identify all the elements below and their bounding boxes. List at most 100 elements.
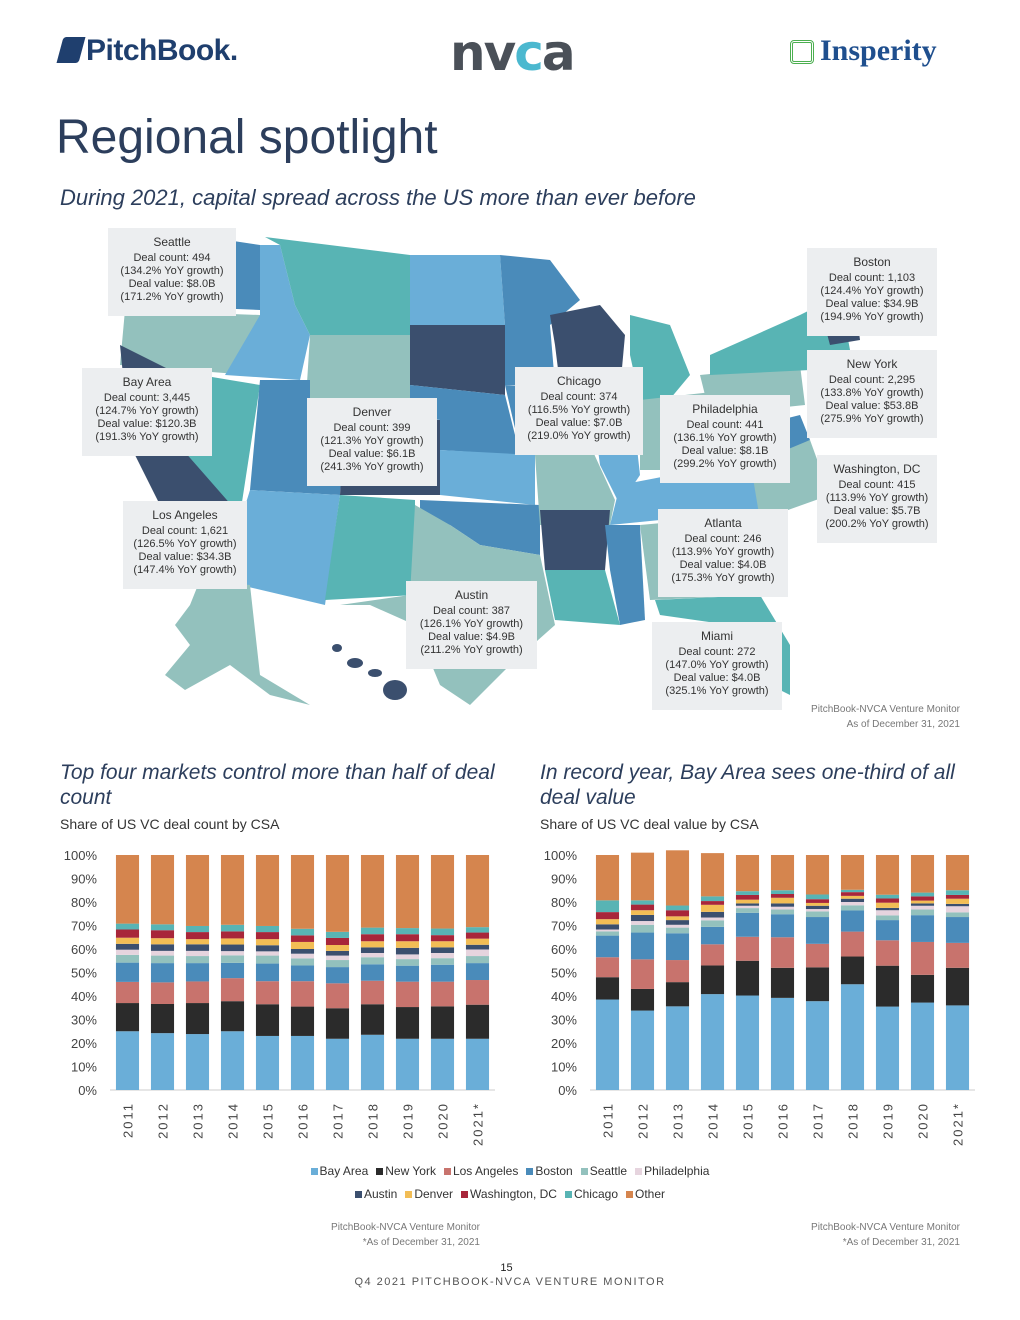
callout-boston: Boston Deal count: 1,103 (124.4% YoY gro… (807, 248, 937, 336)
legend-label: Bay Area (319, 1164, 369, 1178)
bar-segment-seattle-2020 (430, 958, 455, 965)
legend-label: Washington, DC (470, 1187, 557, 1201)
value-growth: (211.2% YoY growth) (420, 644, 523, 656)
bar-segment-bay-area-2020 (910, 1002, 935, 1090)
state-louisiana (545, 570, 620, 625)
y-tick-label: 70% (551, 919, 577, 934)
callout-new-york: New York Deal count: 2,295 (133.8% YoY g… (807, 350, 937, 438)
bar-segment-denver-2011 (595, 919, 620, 925)
value-growth: (175.3% YoY growth) (671, 572, 775, 584)
callout-philadelphia: Philadelphia Deal count: 441 (136.1% YoY… (660, 395, 790, 483)
bar-segment-bay-area-2020 (430, 1038, 455, 1090)
bar-segment-washington-dc-2015 (255, 932, 280, 940)
deal-value: Deal value: $120.3B (97, 418, 197, 430)
insperity-logo: Insperity (790, 34, 937, 68)
bar-segment-washington-dc-2013 (665, 910, 690, 917)
pitchbook-logo-icon (56, 37, 86, 63)
bar-segment-boston-2021 (945, 917, 970, 943)
state-idaho (225, 245, 310, 380)
bar-segment-philadelphia-2021 (465, 949, 490, 957)
bar-segment-bay-area-2018 (840, 984, 865, 1090)
deal-count: Deal count: 3,445 (103, 392, 191, 404)
x-tick-label: 2021* (951, 1102, 966, 1146)
bar-segment-denver-2019 (875, 902, 900, 908)
bar-segment-denver-2017 (805, 902, 830, 906)
nvca-logo-part: a (541, 24, 576, 82)
bar-segment-washington-dc-2011 (115, 929, 140, 938)
map-asof: As of December 31, 2021 (846, 719, 960, 730)
legend-swatch (564, 1191, 572, 1198)
right-chart-subtitle: Share of US VC deal value by CSA (540, 816, 759, 832)
bar-segment-other-2017 (805, 855, 830, 895)
map-source: PitchBook-NVCA Venture Monitor As of Dec… (700, 702, 960, 732)
value-growth: (200.2% YoY growth) (825, 518, 929, 530)
bar-segment-austin-2021 (465, 944, 490, 950)
x-tick-label: 2018 (846, 1102, 861, 1139)
bar-segment-denver-2021 (945, 898, 970, 904)
y-tick-label: 50% (71, 966, 97, 981)
bar-segment-denver-2012 (630, 910, 655, 915)
bar-segment-other-2017 (325, 855, 350, 932)
bar-segment-chicago-2013 (185, 925, 210, 933)
callout-title: Bay Area (122, 375, 172, 389)
bar-segment-austin-2020 (430, 947, 455, 953)
bar-segment-new-york-2018 (360, 1004, 385, 1035)
bar-segment-chicago-2011 (595, 900, 620, 913)
bar-segment-boston-2015 (255, 963, 280, 982)
value-growth: (299.2% YoY growth) (673, 458, 777, 470)
y-tick-label: 40% (71, 989, 97, 1004)
deal-count: Deal count: 2,295 (828, 374, 916, 386)
left-source-asof: *As of December 31, 2021 (362, 1237, 480, 1248)
bar-segment-bay-area-2011 (595, 999, 620, 1090)
bar-segment-chicago-2012 (630, 900, 655, 905)
deal-value-share-chart: 0% 10% 20% 30% 40% 50% 60% 70% 80% 90% 100% 2011 201… (544, 848, 975, 1146)
bar-segment-washington-dc-2017 (325, 937, 350, 946)
bar-segment-new-york-2014 (700, 965, 725, 995)
x-tick-label: 2017 (811, 1102, 826, 1139)
bar-segment-chicago-2014 (220, 924, 245, 932)
bar-segment-seattle-2019 (875, 915, 900, 921)
callout-title: Los Angeles (152, 508, 218, 522)
bar-segment-new-york-2016 (770, 967, 795, 998)
bar-segment-new-york-2021 (945, 967, 970, 1006)
bar-segment-new-york-2016 (290, 1006, 315, 1036)
bar-segment-denver-2011 (115, 937, 140, 944)
nvca-logo-part: c (514, 24, 544, 82)
bar-segment-denver-2020 (430, 941, 455, 948)
bar-segment-new-york-2013 (185, 1003, 210, 1035)
bar-segment-seattle-2016 (770, 909, 795, 915)
bar-segment-bay-area-2014 (700, 994, 725, 1090)
bar-segment-new-york-2017 (805, 967, 830, 1002)
callout-title: Chicago (556, 374, 602, 388)
bar-segment-philadelphia-2016 (290, 953, 315, 959)
bar-segment-new-york-2020 (910, 974, 935, 1003)
bar-segment-new-york-2014 (220, 1001, 245, 1032)
right-chart-source: PitchBook-NVCA Venture Monitor *As of De… (680, 1220, 960, 1250)
legend-row-2: Austin Denver Washington, DC Chicago Other (0, 1187, 1020, 1201)
bar-segment-chicago-2012 (150, 924, 175, 931)
bar-segment-denver-2015 (255, 939, 280, 946)
bar-segment-new-york-2019 (395, 1007, 420, 1039)
bar-segment-seattle-2015 (255, 955, 280, 964)
legend-swatch (376, 1168, 384, 1175)
bar-segment-austin-2019 (875, 907, 900, 911)
callout-title: Boston (853, 255, 891, 269)
bar-segment-seattle-2012 (630, 924, 655, 933)
x-tick-label: 2012 (636, 1102, 651, 1139)
legend-swatch (310, 1168, 318, 1175)
bar-segment-los-angeles-2018 (840, 931, 865, 957)
bar-segment-los-angeles-2018 (360, 980, 385, 1005)
section-subtitle: During 2021, capital spread across the U… (60, 185, 696, 210)
callout-title: Washington, DC (833, 462, 921, 476)
bar-segment-other-2021 (945, 855, 970, 891)
count-growth: (147.0% YoY growth) (665, 659, 769, 671)
state-florida (655, 595, 790, 695)
state-north-dakota (410, 255, 505, 325)
legend-item: Philadelphia (635, 1164, 709, 1178)
legend-swatch (461, 1191, 469, 1198)
bar-segment-other-2012 (630, 852, 655, 901)
bar-segment-philadelphia-2011 (595, 929, 620, 932)
state-kansas (440, 450, 535, 505)
bar-segment-chicago-2018 (360, 927, 385, 935)
bar-segment-boston-2012 (630, 932, 655, 960)
